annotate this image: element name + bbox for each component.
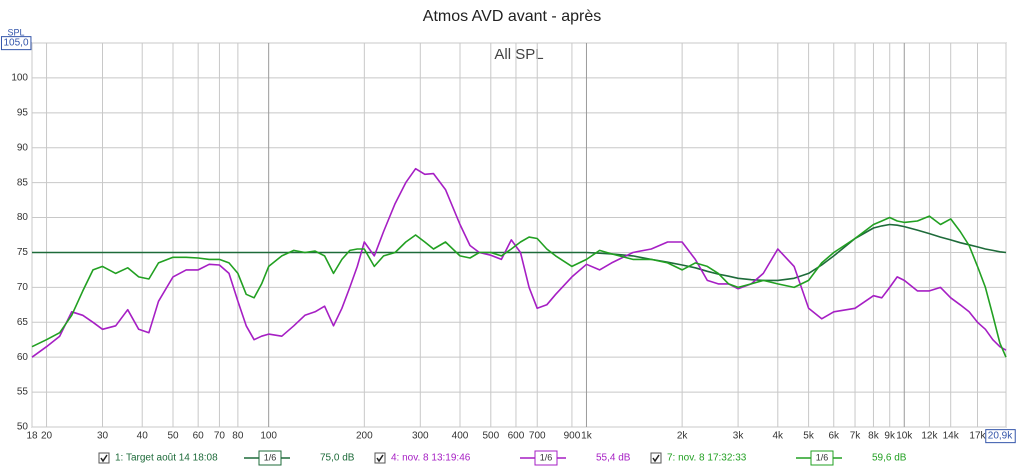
- checkmark: [376, 454, 384, 463]
- x-tick-label: 2k: [677, 431, 689, 442]
- x-tick-label: 9k: [884, 431, 896, 442]
- legend-label: 7: nov. 8 17:32:33: [667, 453, 747, 464]
- smoothing-label: 1/6: [540, 452, 553, 462]
- x-tick-label: 3k: [733, 431, 745, 442]
- x-tick-label: 80: [232, 431, 244, 442]
- x-tick-label: 12k: [921, 431, 938, 442]
- x-tick-label: 20: [41, 431, 53, 442]
- x-tick-label: 20,9k: [988, 431, 1013, 442]
- x-tick-label: 100: [260, 431, 277, 442]
- x-tick-label: 60: [193, 431, 205, 442]
- x-tick-label: 6k: [828, 431, 840, 442]
- x-tick-label: 4k: [773, 431, 785, 442]
- x-tick-label: 18: [26, 431, 38, 442]
- legend-level: 55,4 dB: [596, 453, 631, 464]
- x-tick-label: 5k: [803, 431, 815, 442]
- checkmark: [100, 454, 108, 463]
- edge-label-box: [0, 36, 32, 51]
- y-tick-label: 90: [17, 142, 29, 153]
- x-tick-label: 500: [482, 431, 499, 442]
- series-line: [31, 215, 1007, 358]
- x-tick-label: 50: [167, 431, 179, 442]
- y-tick-label: 105,0: [3, 38, 28, 49]
- y-tick-label: 70: [17, 282, 29, 293]
- x-tick-label: 70: [214, 431, 226, 442]
- chart-title: Atmos AVD avant - après: [423, 8, 601, 25]
- smoothing-box: [534, 450, 558, 466]
- x-tick-label: 300: [412, 431, 429, 442]
- checkmark: [652, 454, 660, 463]
- x-tick-label: 400: [452, 431, 469, 442]
- legend-checkbox[interactable]: [374, 452, 386, 464]
- y-tick-label: 95: [17, 107, 29, 118]
- legend-label: 1: Target août 14 18:08: [115, 453, 218, 464]
- x-tick-label: 30: [97, 431, 109, 442]
- chart-subtitle: All SPL: [494, 46, 543, 63]
- edge-label-box: [985, 429, 1016, 444]
- smoothing-box: [258, 450, 282, 466]
- x-tick-label: 8k: [868, 431, 880, 442]
- series-line: [31, 167, 1007, 358]
- y-tick-label: 75: [17, 247, 29, 258]
- legend-item: 1: Target août 14 18:08 1/6 75,0 dB: [98, 450, 355, 466]
- x-tick-label: 17k: [969, 431, 986, 442]
- grid: [31, 42, 1007, 428]
- y-tick-label: 65: [17, 317, 29, 328]
- y-tick-label: 60: [17, 352, 29, 363]
- legend-level: 75,0 dB: [320, 453, 355, 464]
- y-tick-label: 100: [11, 73, 28, 84]
- x-tick-label: 1k: [581, 431, 593, 442]
- smoothing-label: 1/6: [264, 452, 277, 462]
- y-tick-label: 85: [17, 177, 29, 188]
- legend-item: 7: nov. 8 17:32:33 1/6 59,6 dB: [650, 450, 907, 466]
- legend-level: 59,6 dB: [872, 453, 907, 464]
- x-tick-label: 900: [564, 431, 581, 442]
- x-tick-label: 10k: [896, 431, 913, 442]
- y-tick-label: 80: [17, 212, 29, 223]
- legend-checkbox[interactable]: [98, 452, 110, 464]
- y-tick-label: 50: [17, 422, 29, 433]
- legend-label: 4: nov. 8 13:19:46: [391, 453, 471, 464]
- legend-checkbox[interactable]: [650, 452, 662, 464]
- legend-item: 4: nov. 8 13:19:46 1/6 55,4 dB: [374, 450, 631, 466]
- x-tick-label: 700: [529, 431, 546, 442]
- smoothing-box: [810, 450, 834, 466]
- x-tick-label: 200: [356, 431, 373, 442]
- plot-area: [31, 42, 1007, 428]
- x-tick-label: 600: [508, 431, 525, 442]
- x-tick-label: 40: [137, 431, 149, 442]
- y-tick-label: 55: [17, 387, 29, 398]
- x-tick-label: 14k: [943, 431, 960, 442]
- x-tick-label: 7k: [850, 431, 862, 442]
- smoothing-label: 1/6: [816, 452, 829, 462]
- y-axis-label: SPL: [7, 27, 24, 37]
